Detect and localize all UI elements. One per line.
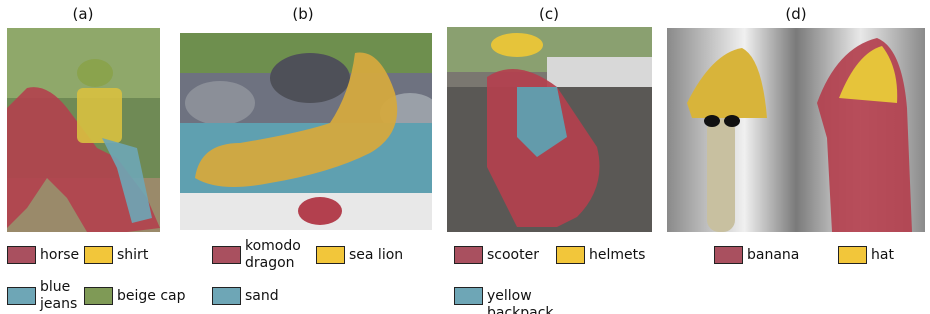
legend-label: komodo dragon (245, 238, 307, 272)
legend-swatch (714, 246, 743, 264)
legend-label: yellow backpack (487, 288, 553, 314)
panel-label: (a) (53, 5, 113, 23)
legend-swatch (454, 246, 483, 264)
legend-label: beige cap (117, 288, 197, 305)
image-d (667, 28, 925, 232)
legend-swatch (7, 246, 36, 264)
legend-swatch (84, 246, 113, 264)
image-b (180, 33, 432, 230)
legend-swatch (316, 246, 345, 264)
legend-label: scooter (487, 247, 557, 264)
panel-label: (c) (519, 5, 579, 23)
legend-label: helmets (589, 247, 659, 264)
image-c (447, 27, 652, 232)
legend-swatch (454, 287, 483, 305)
legend-label: hat (871, 247, 930, 264)
panel-label: (b) (273, 5, 333, 23)
figure: (a)horseshirtblue jeansbeige cap(b)komod… (0, 0, 930, 314)
legend-label: blue jeans (40, 279, 85, 313)
legend-swatch (7, 287, 36, 305)
legend-swatch (556, 246, 585, 264)
legend-swatch (84, 287, 113, 305)
legend-swatch (212, 287, 241, 305)
legend-label: banana (747, 247, 817, 264)
legend-label: shirt (117, 247, 177, 264)
legend-label: sea lion (349, 247, 419, 264)
legend-label: sand (245, 288, 305, 305)
legend-swatch (212, 246, 241, 264)
image-a (7, 28, 160, 232)
legend-swatch (838, 246, 867, 264)
panel-label: (d) (766, 5, 826, 23)
